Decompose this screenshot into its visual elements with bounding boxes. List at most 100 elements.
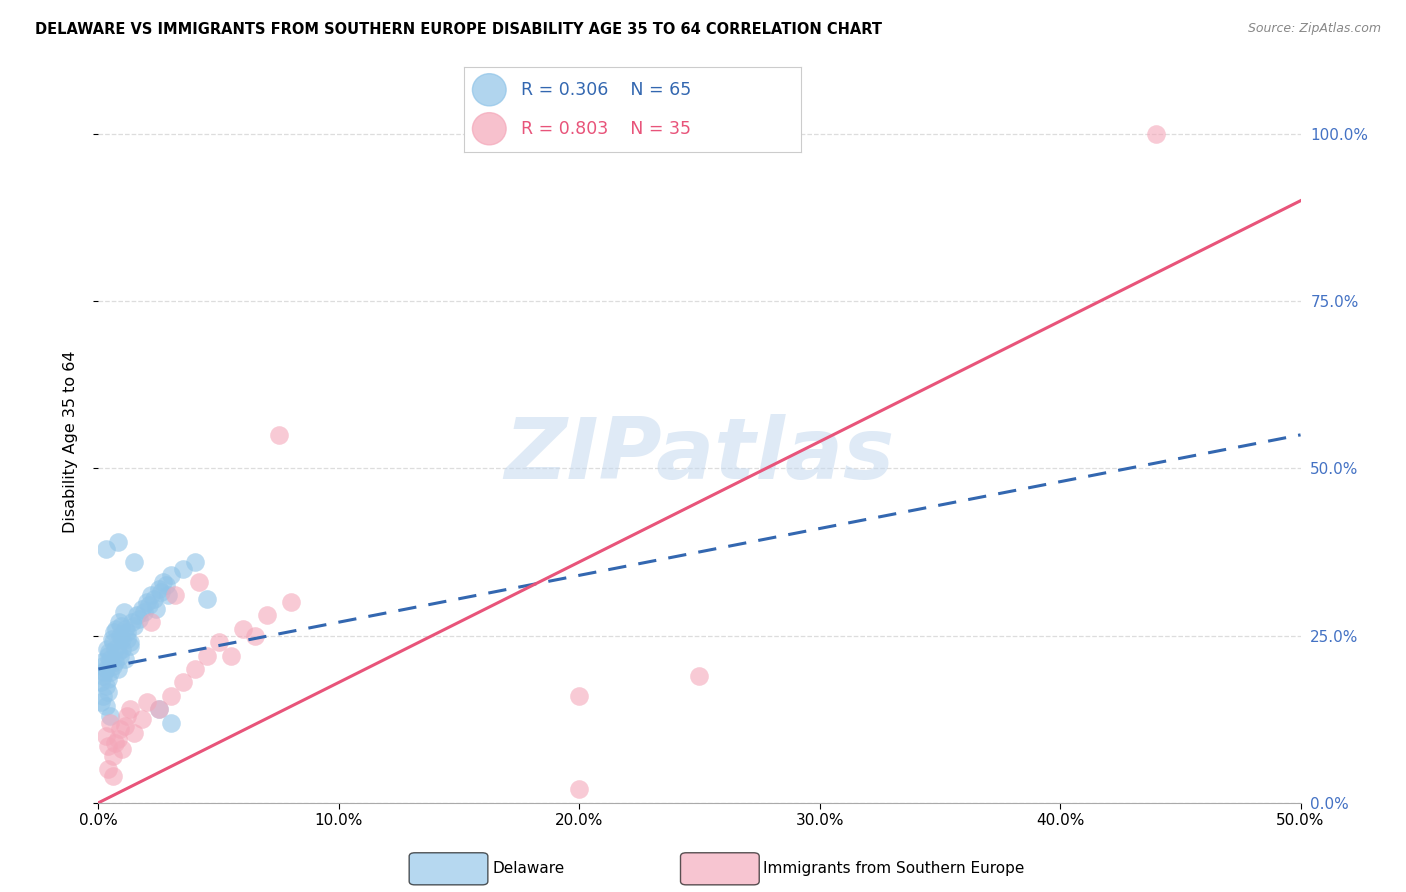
Point bbox=[280, 595, 302, 609]
Point bbox=[97, 739, 120, 753]
Point bbox=[219, 648, 242, 663]
Text: Delaware: Delaware bbox=[492, 862, 564, 876]
Point bbox=[135, 595, 157, 609]
Point bbox=[108, 628, 131, 642]
Point bbox=[132, 605, 155, 619]
Point bbox=[124, 725, 146, 739]
Point bbox=[108, 723, 131, 737]
Point bbox=[152, 575, 174, 590]
Point bbox=[118, 635, 141, 649]
Point bbox=[101, 769, 124, 783]
Text: Immigrants from Southern Europe: Immigrants from Southern Europe bbox=[763, 862, 1025, 876]
Point bbox=[93, 665, 115, 680]
Point bbox=[104, 735, 127, 749]
Point bbox=[107, 535, 129, 549]
Point bbox=[100, 632, 122, 646]
Point bbox=[101, 635, 124, 649]
Point bbox=[108, 648, 131, 663]
Point bbox=[111, 742, 134, 756]
Point bbox=[128, 612, 150, 626]
Point bbox=[148, 702, 170, 716]
Point bbox=[101, 658, 124, 673]
Point bbox=[124, 555, 146, 569]
Point bbox=[159, 689, 181, 703]
Point bbox=[142, 591, 165, 606]
Point bbox=[108, 615, 131, 630]
Point bbox=[165, 589, 187, 603]
Point bbox=[111, 632, 134, 646]
Point bbox=[131, 712, 153, 726]
Point bbox=[121, 615, 143, 630]
Y-axis label: Disability Age 35 to 64: Disability Age 35 to 64 bbox=[63, 351, 77, 533]
Point bbox=[104, 642, 127, 657]
Point bbox=[103, 625, 125, 640]
Point bbox=[148, 702, 170, 716]
Point bbox=[97, 648, 120, 663]
Point bbox=[101, 749, 124, 764]
Point bbox=[183, 555, 205, 569]
Point bbox=[114, 719, 136, 733]
Point bbox=[94, 729, 117, 743]
Point bbox=[100, 715, 122, 730]
Point bbox=[267, 428, 290, 442]
Point bbox=[94, 541, 117, 556]
Ellipse shape bbox=[472, 74, 506, 106]
Point bbox=[172, 562, 194, 576]
Text: ZIPatlas: ZIPatlas bbox=[505, 415, 894, 498]
Point bbox=[104, 655, 127, 669]
Point bbox=[256, 608, 278, 623]
Point bbox=[100, 652, 122, 666]
Point bbox=[91, 689, 114, 703]
Point bbox=[94, 662, 117, 676]
Point bbox=[100, 708, 122, 723]
Point bbox=[94, 679, 117, 693]
Point bbox=[195, 648, 218, 663]
Point bbox=[97, 762, 120, 776]
Point bbox=[91, 655, 114, 669]
Point bbox=[114, 622, 136, 636]
Point bbox=[141, 615, 163, 630]
Point bbox=[149, 585, 172, 599]
Point bbox=[98, 645, 121, 659]
Point bbox=[114, 652, 136, 666]
Point bbox=[159, 568, 181, 582]
Point bbox=[90, 675, 112, 690]
Point bbox=[135, 696, 157, 710]
Point bbox=[111, 642, 134, 657]
Point bbox=[97, 672, 120, 686]
Point bbox=[117, 625, 139, 640]
Point bbox=[568, 689, 591, 703]
Point bbox=[157, 589, 180, 603]
Point bbox=[138, 599, 160, 613]
Point bbox=[117, 632, 139, 646]
Point bbox=[195, 591, 218, 606]
Point bbox=[112, 605, 135, 619]
Point bbox=[141, 589, 163, 603]
Point bbox=[155, 578, 177, 592]
Text: R = 0.306    N = 65: R = 0.306 N = 65 bbox=[522, 81, 692, 99]
Point bbox=[91, 658, 114, 673]
Point bbox=[124, 618, 146, 632]
Point bbox=[94, 698, 117, 713]
Point bbox=[118, 639, 141, 653]
Point bbox=[96, 642, 118, 657]
Point bbox=[107, 662, 129, 676]
Point bbox=[568, 782, 591, 797]
Point bbox=[188, 575, 211, 590]
Point bbox=[183, 662, 205, 676]
Point bbox=[117, 708, 139, 723]
Point bbox=[172, 675, 194, 690]
Point bbox=[90, 696, 112, 710]
Point bbox=[232, 622, 254, 636]
Ellipse shape bbox=[472, 112, 506, 145]
Point bbox=[208, 635, 231, 649]
Point bbox=[118, 702, 141, 716]
Point bbox=[97, 685, 120, 699]
Point bbox=[159, 715, 181, 730]
Text: DELAWARE VS IMMIGRANTS FROM SOUTHERN EUROPE DISABILITY AGE 35 TO 64 CORRELATION : DELAWARE VS IMMIGRANTS FROM SOUTHERN EUR… bbox=[35, 22, 882, 37]
Text: Source: ZipAtlas.com: Source: ZipAtlas.com bbox=[1247, 22, 1381, 36]
Point bbox=[1144, 127, 1167, 141]
Point bbox=[107, 645, 129, 659]
Point bbox=[131, 602, 153, 616]
Point bbox=[689, 669, 711, 683]
